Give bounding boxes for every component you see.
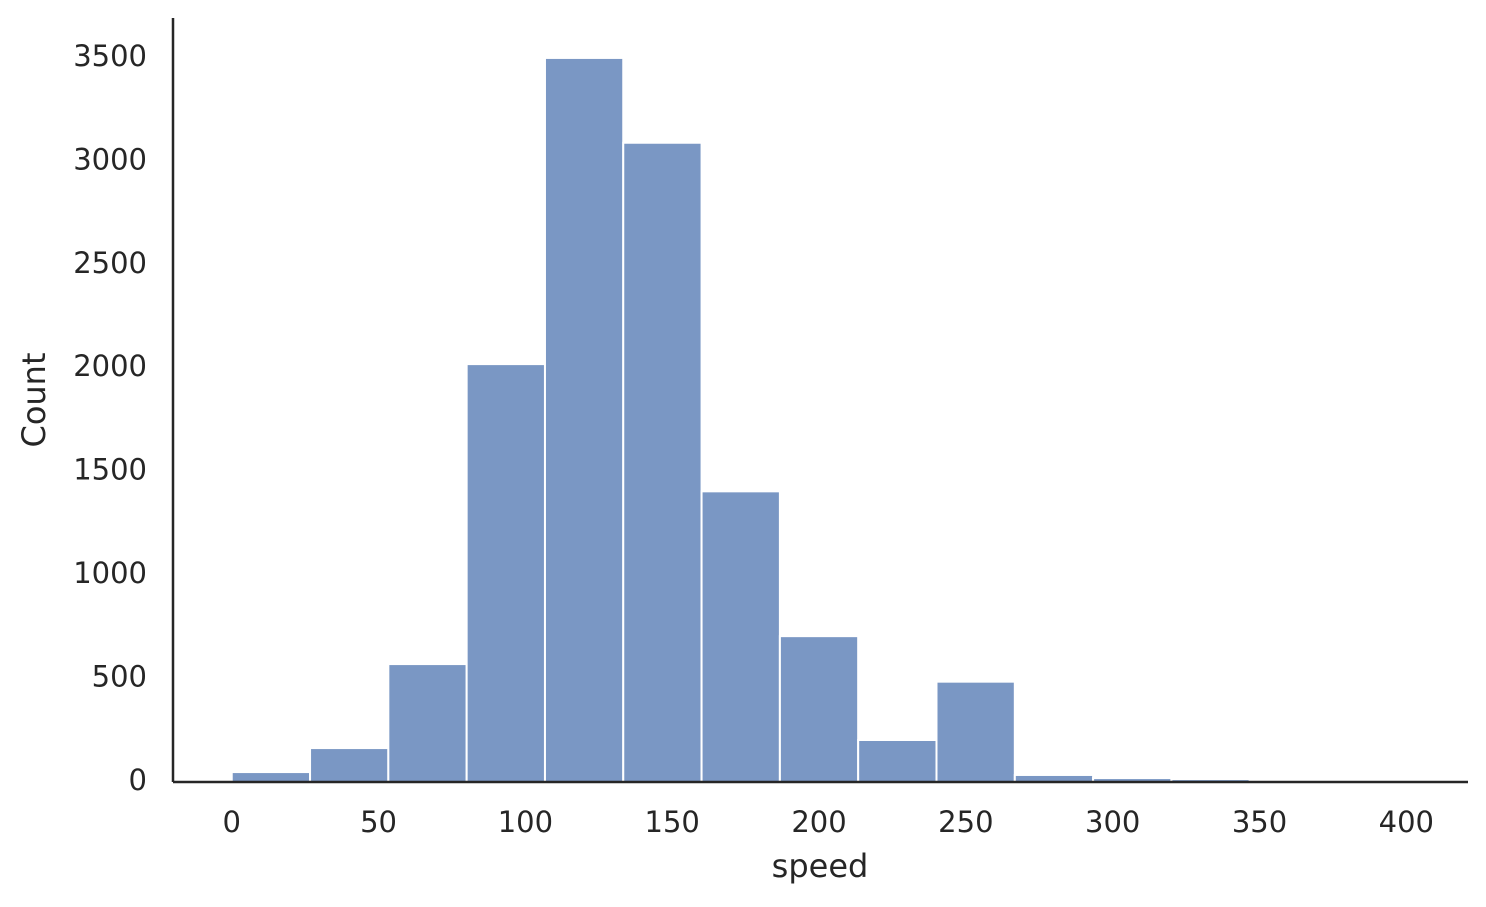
- x-tick-label: 150: [645, 805, 700, 839]
- bar: [543, 56, 625, 783]
- bar: [465, 363, 546, 783]
- y-tick-label: 2000: [73, 349, 147, 383]
- x-tick-label: 350: [1232, 805, 1287, 839]
- x-tick-label: 200: [791, 805, 846, 839]
- x-tick-label: 50: [360, 805, 397, 839]
- bar: [857, 739, 938, 783]
- bar: [309, 747, 390, 783]
- x-tick-label: 100: [498, 805, 553, 839]
- bar: [387, 663, 468, 783]
- x-tick-label: 0: [223, 805, 241, 839]
- x-axis-label: speed: [772, 847, 869, 885]
- bar: [700, 490, 781, 783]
- bar: [778, 635, 860, 784]
- y-tick-label: 2500: [73, 246, 147, 280]
- bar: [935, 680, 1016, 784]
- bar: [622, 141, 703, 783]
- y-tick-label: 0: [129, 763, 147, 797]
- x-tick-label: 250: [938, 805, 993, 839]
- y-tick-label: 1500: [73, 453, 147, 487]
- y-axis-label: Count: [15, 352, 53, 447]
- x-tick-label: 400: [1379, 805, 1434, 839]
- y-tick-label: 500: [92, 660, 147, 694]
- y-tick-label: 1000: [73, 556, 147, 590]
- bar: [230, 771, 312, 784]
- y-tick-label: 3000: [73, 142, 147, 176]
- y-tick-label: 3500: [73, 39, 147, 73]
- x-tick-label: 300: [1085, 805, 1140, 839]
